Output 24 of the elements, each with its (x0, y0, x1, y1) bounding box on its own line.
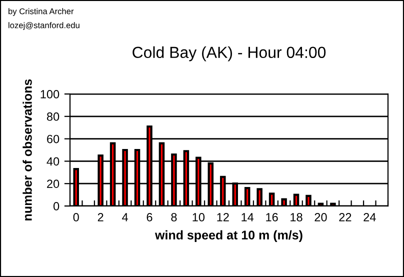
x-tick-label: 0 (73, 213, 79, 222)
x-tick-label: 20 (314, 213, 327, 222)
y-tick-label: 60 (47, 134, 60, 144)
y-tick-label: 20 (47, 180, 60, 188)
x-tick-label: 6 (146, 213, 152, 222)
x-tick-label: 16 (266, 213, 278, 222)
x-axis-title: wind speed at 10 m (m/s) (154, 230, 302, 242)
x-tick-label: 14 (242, 213, 254, 222)
x-tick-label: 10 (192, 213, 205, 222)
y-tick-label: 40 (46, 157, 60, 166)
x-tick-label: 22 (339, 213, 352, 222)
text: by Cristina Archer (8, 8, 74, 16)
x-tick-label: 24 (364, 213, 376, 222)
x-tick-label: 4 (122, 213, 128, 222)
chart-title: Cold Bay (AK) - Hour 04:00 (132, 46, 326, 62)
y-axis-title: number of observations (22, 79, 32, 220)
x-tick-label: 2 (98, 213, 104, 222)
x-tick-label: 18 (290, 213, 302, 222)
x-tick-label: 8 (171, 213, 177, 222)
y-tick-label: 0 (53, 202, 60, 210)
y-tick-label: 80 (46, 112, 60, 121)
text: lozej@stanford.edu (8, 22, 80, 30)
x-tick-label: 12 (217, 213, 229, 222)
y-tick-label: 100 (40, 90, 60, 98)
